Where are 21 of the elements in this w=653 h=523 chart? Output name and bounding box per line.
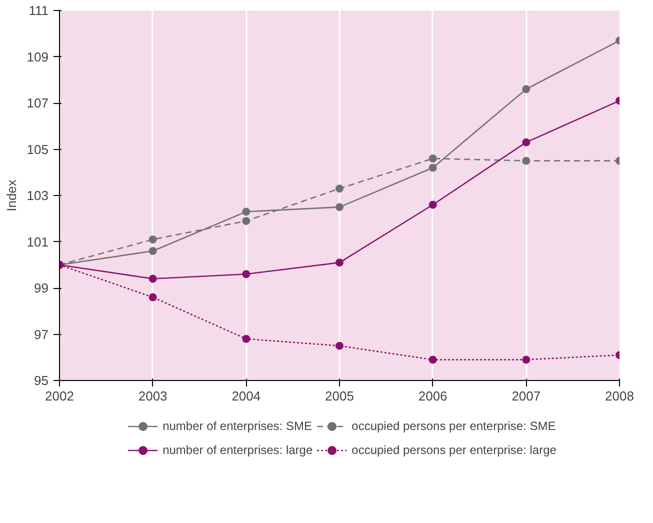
x-tick-label: 2002	[45, 388, 74, 404]
y-tick-label: 95	[34, 373, 49, 388]
y-tick-label: 99	[34, 280, 49, 296]
x-tick-label: 2008	[605, 388, 634, 404]
y-axis-title: Index	[4, 179, 19, 212]
y-tick-label: 103	[26, 188, 49, 203]
y-tick-label: 107	[26, 96, 49, 110]
y-tick-label: 97	[34, 326, 49, 342]
x-tick-label: 2005	[325, 388, 354, 404]
x-tick-label: 2004	[232, 388, 261, 404]
legend-label: occupied persons per enterprise: large	[352, 443, 556, 457]
y-tick-label: 101	[26, 234, 49, 250]
y-tick-label: 111	[28, 3, 49, 18]
legend-label: number of enterprises: large	[162, 443, 313, 457]
legend-label: occupied persons per enterprise: SME	[352, 419, 556, 433]
legend-label: number of enterprises: SME	[162, 419, 312, 433]
x-tick-label: 2006	[418, 388, 448, 404]
y-tick-label: 105	[26, 142, 49, 157]
x-tick-label: 2007	[512, 388, 541, 404]
x-tick-label: 2003	[138, 388, 168, 404]
y-tick-label: 109	[26, 49, 49, 64]
